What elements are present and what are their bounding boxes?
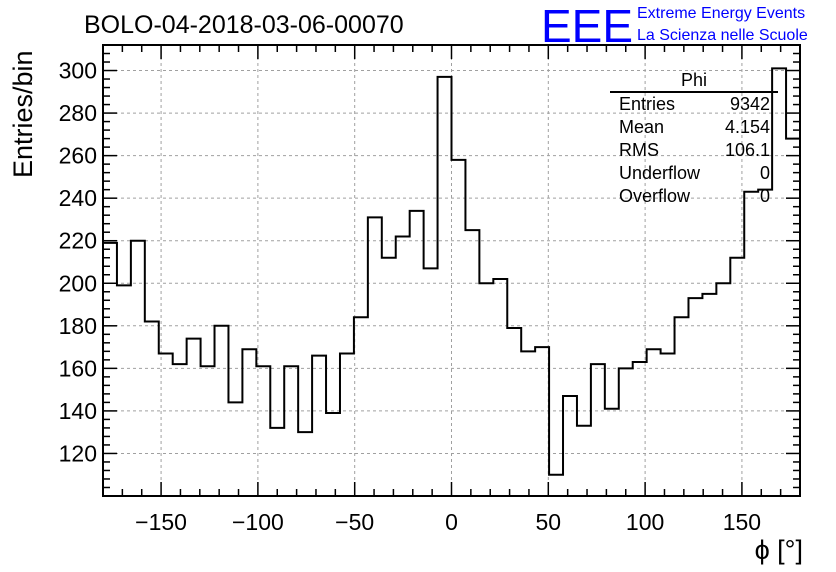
chart-title: BOLO-04-2018-03-06-00070 [84, 11, 404, 39]
x-tick-label-1: −100 [232, 509, 284, 535]
stats-value-mean: 4.154 [725, 117, 770, 137]
stats-label-overflow: Overflow [619, 186, 691, 206]
stats-label-entries: Entries [619, 94, 675, 114]
eee-logo: EEE Extreme Energy Events La Scienza nel… [541, 0, 808, 52]
logo-line1: Extreme Energy Events [637, 5, 805, 22]
y-tick-label-4: 200 [59, 270, 97, 296]
y-tick-label-9: 300 [59, 58, 97, 84]
y-tick-label-1: 140 [59, 398, 97, 424]
y-tick-label-7: 260 [59, 143, 97, 169]
x-tick-label-3: 0 [445, 509, 458, 535]
stats-box: Phi Entries 9342 Mean 4.154 RMS 106.1 Un… [610, 70, 778, 206]
stats-value-rms: 106.1 [725, 140, 770, 160]
x-tick-label-6: 150 [723, 509, 761, 535]
stats-value-overflow: 0 [760, 186, 770, 206]
x-axis-label: ϕ [°] [755, 535, 803, 565]
x-tick-label-4: 50 [536, 509, 562, 535]
x-tick-label-0: −150 [135, 509, 187, 535]
stats-title: Phi [681, 70, 707, 90]
stats-value-underflow: 0 [760, 163, 770, 183]
y-tick-label-5: 220 [59, 228, 97, 254]
stats-value-entries: 9342 [730, 94, 770, 114]
y-tick-label-6: 240 [59, 185, 97, 211]
logo-line2: La Scienza nelle Scuole [637, 27, 808, 44]
histogram-outline [103, 67, 800, 476]
y-axis: 120 140 160 180 200 220 240 260 280 300 [59, 44, 800, 489]
x-axis: −150 −100 −50 0 50 100 150 [102, 45, 801, 535]
y-tick-label-2: 160 [59, 355, 97, 381]
logo-mark: EEE [541, 0, 633, 52]
y-axis-label: Entries/bin [8, 50, 38, 178]
y-tick-label-8: 280 [59, 100, 97, 126]
y-tick-label-3: 180 [59, 313, 97, 339]
stats-label-rms: RMS [619, 140, 659, 160]
x-tick-label-2: −50 [335, 509, 374, 535]
stats-label-underflow: Underflow [619, 163, 701, 183]
y-tick-label-0: 120 [59, 440, 97, 466]
x-tick-label-5: 100 [626, 509, 664, 535]
stats-label-mean: Mean [619, 117, 664, 137]
